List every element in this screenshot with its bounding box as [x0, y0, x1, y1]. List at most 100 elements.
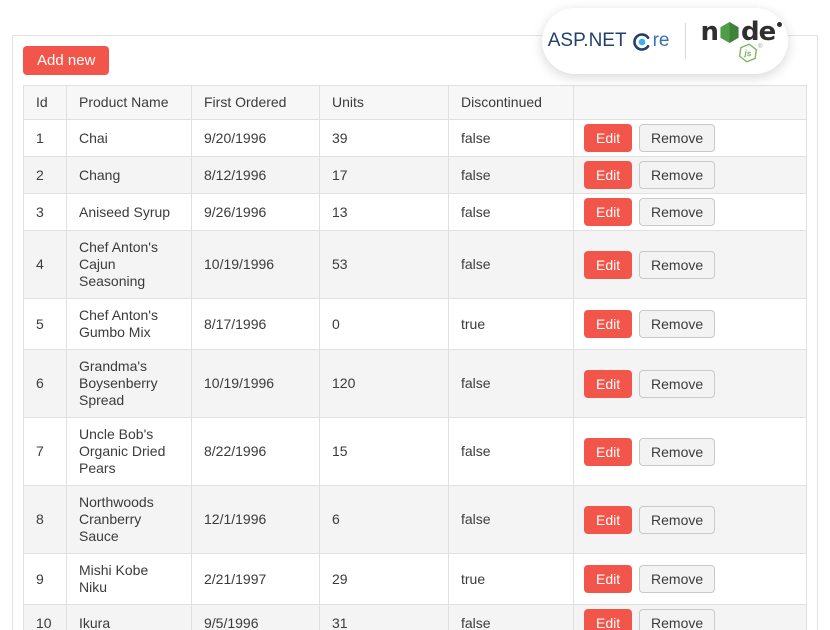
nodejs-logo: n de js ® — [701, 19, 783, 64]
edit-button[interactable]: Edit — [584, 565, 633, 593]
cell-units: 39 — [319, 119, 449, 157]
header-id: Id — [23, 85, 67, 120]
badge-divider — [684, 23, 686, 59]
remove-button[interactable]: Remove — [639, 310, 716, 338]
node-js-hexagon-icon: js — [739, 42, 758, 63]
remove-button[interactable]: Remove — [639, 437, 716, 466]
cell-actions: Edit Remove — [573, 298, 807, 350]
cell-first-ordered: 9/5/1996 — [191, 604, 320, 630]
remove-button[interactable]: Remove — [639, 198, 716, 226]
remove-button[interactable]: Remove — [639, 250, 716, 279]
cell-first-ordered: 8/22/1996 — [191, 417, 320, 486]
cell-units: 53 — [319, 230, 449, 299]
cell-product-name: Chef Anton's Cajun Seasoning — [66, 230, 192, 299]
cell-discontinued: false — [448, 230, 574, 299]
cell-id: 5 — [23, 298, 67, 350]
node-js-badge: js ® — [738, 42, 763, 64]
cell-product-name: Grandma's Boysenberry Spread — [66, 349, 192, 418]
cell-product-name: Chang — [66, 156, 192, 194]
cell-units: 17 — [319, 156, 449, 194]
cell-actions: Edit Remove — [573, 193, 807, 231]
cell-id: 3 — [23, 193, 67, 231]
table-row: 6 Grandma's Boysenberry Spread 10/19/199… — [23, 349, 807, 418]
cell-product-name: Northwoods Cranberry Sauce — [66, 485, 192, 554]
core-ring-icon — [632, 32, 649, 51]
table-row: 7 Uncle Bob's Organic Dried Pears 8/22/1… — [23, 417, 807, 486]
remove-button[interactable]: Remove — [639, 369, 716, 398]
cell-actions: Edit Remove — [573, 604, 807, 630]
cell-actions: Edit Remove — [573, 553, 807, 605]
node-wordmark: n de — [701, 19, 783, 45]
cell-first-ordered: 10/19/1996 — [191, 349, 320, 418]
cell-units: 31 — [319, 604, 449, 630]
remove-button[interactable]: Remove — [639, 161, 716, 189]
cell-id: 10 — [23, 604, 67, 630]
cell-units: 0 — [319, 298, 449, 350]
cell-discontinued: false — [448, 349, 574, 418]
cell-discontinued: false — [448, 156, 574, 194]
content-panel: Add new Id Product Name First Ordered Un… — [12, 35, 818, 630]
cell-product-name: Ikura — [66, 604, 192, 630]
table-row: 2 Chang 8/12/1996 17 false Edit Remove — [23, 156, 807, 194]
edit-button[interactable]: Edit — [584, 437, 633, 466]
cell-discontinued: false — [448, 119, 574, 157]
cell-units: 6 — [319, 485, 449, 554]
cell-discontinued: true — [448, 553, 574, 605]
cell-first-ordered: 9/26/1996 — [191, 193, 320, 231]
cell-units: 15 — [319, 417, 449, 486]
aspnet-wordmark: ASP.NET — [547, 30, 627, 51]
cell-discontinued: false — [448, 417, 574, 486]
cell-discontinued: true — [448, 298, 574, 350]
table-row: 3 Aniseed Syrup 9/26/1996 13 false Edit … — [23, 193, 807, 231]
remove-button[interactable]: Remove — [639, 124, 716, 152]
cell-product-name: Mishi Kobe Niku — [66, 553, 192, 605]
table-row: 1 Chai 9/20/1996 39 false Edit Remove — [23, 119, 807, 157]
header-actions — [573, 85, 807, 120]
cell-discontinued: false — [448, 485, 574, 554]
aspnet-core-logo: ASP.NET re — [548, 30, 670, 52]
node-letter-n: n — [700, 16, 719, 47]
cell-units: 120 — [319, 349, 449, 418]
cell-first-ordered: 8/17/1996 — [191, 298, 320, 350]
edit-button[interactable]: Edit — [584, 609, 633, 630]
cell-id: 8 — [23, 485, 67, 554]
node-dot-icon — [777, 21, 783, 27]
table-row: 10 Ikura 9/5/1996 31 false Edit Remove — [23, 604, 807, 630]
header-first-ordered: First Ordered — [191, 85, 320, 120]
edit-button[interactable]: Edit — [584, 124, 633, 152]
table-row: 9 Mishi Kobe Niku 2/21/1997 29 true Edit… — [23, 553, 807, 605]
table-header: Id Product Name First Ordered Units Disc… — [23, 85, 807, 120]
tech-badge: ASP.NET re n de js ® — [542, 8, 788, 74]
remove-button[interactable]: Remove — [639, 565, 716, 593]
cell-actions: Edit Remove — [573, 156, 807, 194]
cell-id: 9 — [23, 553, 67, 605]
remove-button[interactable]: Remove — [639, 505, 716, 534]
cell-discontinued: false — [448, 193, 574, 231]
edit-button[interactable]: Edit — [584, 310, 633, 338]
registered-mark: ® — [758, 43, 763, 50]
edit-button[interactable]: Edit — [584, 198, 633, 226]
add-new-button[interactable]: Add new — [23, 46, 110, 75]
cell-first-ordered: 9/20/1996 — [191, 119, 320, 157]
table-row: 4 Chef Anton's Cajun Seasoning 10/19/199… — [23, 230, 807, 299]
products-table: Id Product Name First Ordered Units Disc… — [23, 85, 807, 630]
cell-actions: Edit Remove — [573, 230, 807, 299]
cell-first-ordered: 2/21/1997 — [191, 553, 320, 605]
cell-first-ordered: 10/19/1996 — [191, 230, 320, 299]
cell-first-ordered: 8/12/1996 — [191, 156, 320, 194]
edit-button[interactable]: Edit — [584, 250, 633, 279]
edit-button[interactable]: Edit — [584, 161, 633, 189]
cell-first-ordered: 12/1/1996 — [191, 485, 320, 554]
node-hexagon-icon — [720, 22, 739, 43]
header-discontinued: Discontinued — [448, 85, 574, 120]
cell-actions: Edit Remove — [573, 349, 807, 418]
cell-discontinued: false — [448, 604, 574, 630]
header-product-name: Product Name — [66, 85, 192, 120]
edit-button[interactable]: Edit — [584, 369, 633, 398]
remove-button[interactable]: Remove — [639, 609, 716, 630]
core-suffix: re — [652, 30, 670, 51]
edit-button[interactable]: Edit — [584, 505, 633, 534]
node-js-label: js — [743, 47, 753, 58]
cell-product-name: Aniseed Syrup — [66, 193, 192, 231]
cell-id: 7 — [23, 417, 67, 486]
